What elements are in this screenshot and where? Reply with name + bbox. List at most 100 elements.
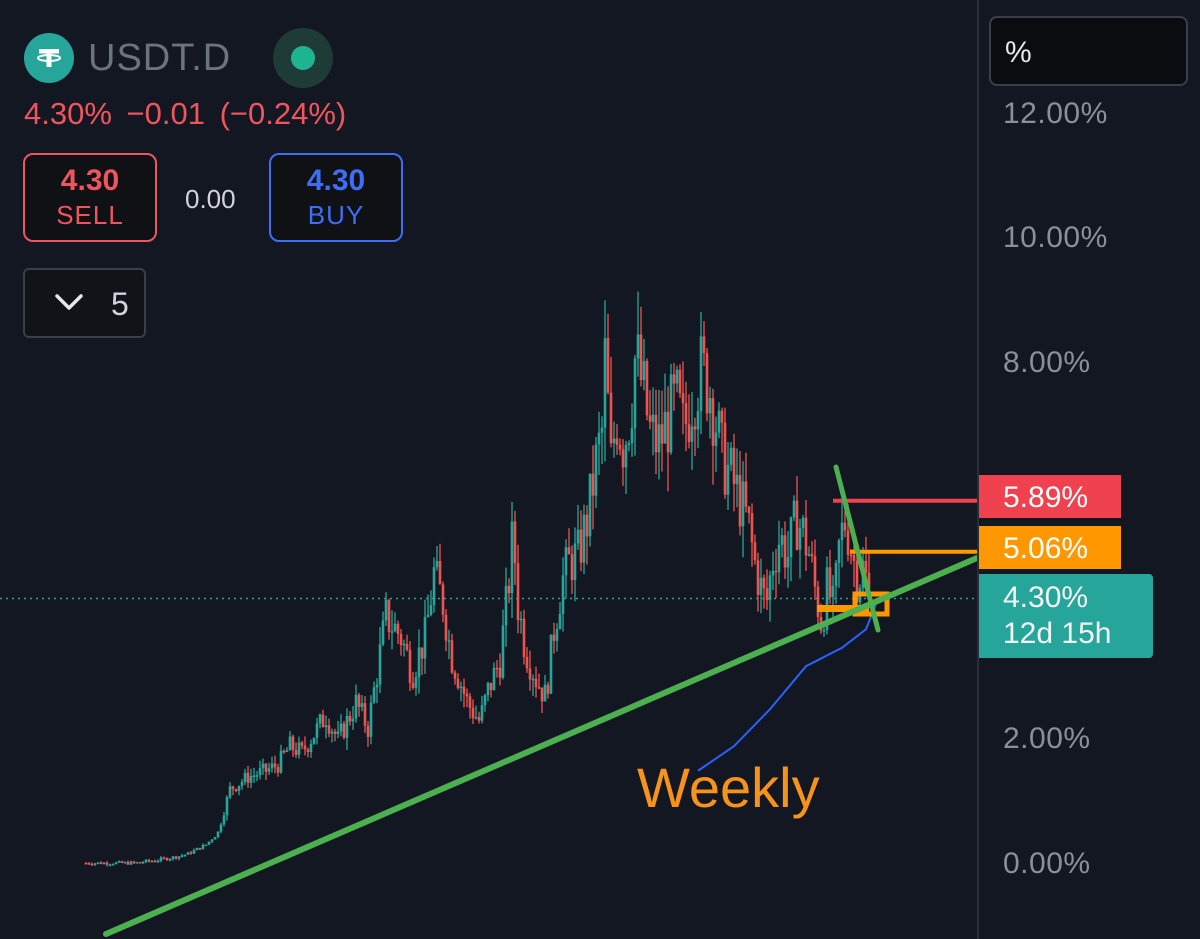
candle-body xyxy=(342,723,346,738)
candle-body xyxy=(261,763,265,769)
candle-body xyxy=(513,521,517,564)
candle-body xyxy=(591,473,595,496)
candle-body xyxy=(552,634,556,641)
candle-body xyxy=(225,797,229,816)
candle-body xyxy=(180,855,184,857)
candle-body xyxy=(711,398,715,446)
candle-body xyxy=(174,856,178,859)
candle-body xyxy=(480,705,484,721)
candle-body xyxy=(696,411,700,430)
candle-body xyxy=(822,630,826,632)
axis-tick-label: 0.00% xyxy=(1003,847,1091,880)
moving-average-line xyxy=(697,604,877,772)
candle-body xyxy=(516,563,520,621)
candle-body xyxy=(165,857,169,861)
candle-body xyxy=(786,557,790,568)
candle-body xyxy=(468,696,472,708)
quantity-dropdown[interactable]: 5 xyxy=(23,268,146,338)
candle-body xyxy=(84,863,88,865)
candle-body xyxy=(600,427,604,433)
candle-body xyxy=(330,731,334,734)
sell-button[interactable]: 4.30 SELL xyxy=(23,153,157,242)
spread-value: 0.00 xyxy=(185,184,236,214)
candle-body xyxy=(699,336,703,412)
candle-body xyxy=(333,731,337,735)
candle-body xyxy=(90,863,94,866)
candle-body xyxy=(132,861,136,864)
candle-body xyxy=(486,682,490,696)
market-status-dot-icon[interactable] xyxy=(273,28,334,88)
candle-body xyxy=(474,717,478,719)
candle-body xyxy=(693,426,697,430)
candle-body xyxy=(708,398,712,414)
candle-body xyxy=(423,617,427,659)
candle-body xyxy=(621,449,625,468)
axis-unit-button[interactable]: % xyxy=(989,16,1188,86)
buy-button[interactable]: 4.30 BUY xyxy=(269,153,403,242)
orange-support-box xyxy=(817,605,869,612)
candle-body xyxy=(609,392,613,444)
candle-body xyxy=(588,473,592,537)
candle-body xyxy=(654,414,658,453)
candle-body xyxy=(204,844,208,847)
candle-body xyxy=(195,847,199,851)
candle-body xyxy=(753,542,757,561)
candle-body xyxy=(312,737,316,745)
red-level-label[interactable]: 5.89% xyxy=(979,475,1121,518)
candle-body xyxy=(681,393,685,404)
candle-body xyxy=(309,744,313,753)
candle-body xyxy=(270,763,274,769)
candle-body xyxy=(441,584,445,615)
candle-body xyxy=(840,522,844,541)
candle-body xyxy=(465,693,469,697)
candle-body xyxy=(795,500,799,550)
candle-body xyxy=(285,750,289,752)
candle-body xyxy=(678,369,682,394)
candle-body xyxy=(93,863,97,865)
candle-body xyxy=(792,500,796,518)
candle-body xyxy=(144,859,148,863)
candle-body xyxy=(234,789,238,791)
candle-body xyxy=(747,506,751,514)
candle-body xyxy=(489,682,493,691)
candle-body xyxy=(804,517,808,556)
candle-body xyxy=(366,725,370,737)
last-price-label[interactable]: 4.30% 12d 15h xyxy=(979,574,1153,658)
candle-body xyxy=(780,535,784,545)
candle-body xyxy=(498,667,502,678)
candle-body xyxy=(507,585,511,594)
candle-body xyxy=(852,554,856,561)
candle-body xyxy=(336,731,340,735)
candle-body xyxy=(669,374,673,453)
candle-body xyxy=(135,862,139,864)
candle-body xyxy=(162,857,166,860)
candle-body xyxy=(690,426,694,442)
candle-body xyxy=(462,686,466,694)
candle-body xyxy=(345,715,349,738)
candle-body xyxy=(714,432,718,446)
symbol-name[interactable]: USDT.D xyxy=(88,36,232,79)
candle-body xyxy=(597,432,601,445)
candle-body xyxy=(183,854,187,857)
candle-body xyxy=(450,640,454,673)
candle-body xyxy=(801,517,805,528)
candle-body xyxy=(573,543,577,581)
candle-body xyxy=(738,474,742,527)
candle-body xyxy=(276,767,280,773)
candle-body xyxy=(684,403,688,425)
candle-body xyxy=(153,860,157,863)
candle-body xyxy=(447,640,451,642)
tether-logo-icon xyxy=(24,33,74,83)
candle-body xyxy=(123,861,127,864)
candle-body xyxy=(159,857,163,861)
candle-body xyxy=(243,772,247,782)
candle-body xyxy=(579,529,583,563)
candle-body xyxy=(258,768,262,776)
sell-price: 4.30 xyxy=(60,164,120,197)
candle-body xyxy=(642,361,646,381)
candle-body xyxy=(171,856,175,859)
orange-level-label[interactable]: 5.06% xyxy=(979,526,1121,569)
candle-body xyxy=(306,749,310,753)
candle-body xyxy=(198,847,202,850)
